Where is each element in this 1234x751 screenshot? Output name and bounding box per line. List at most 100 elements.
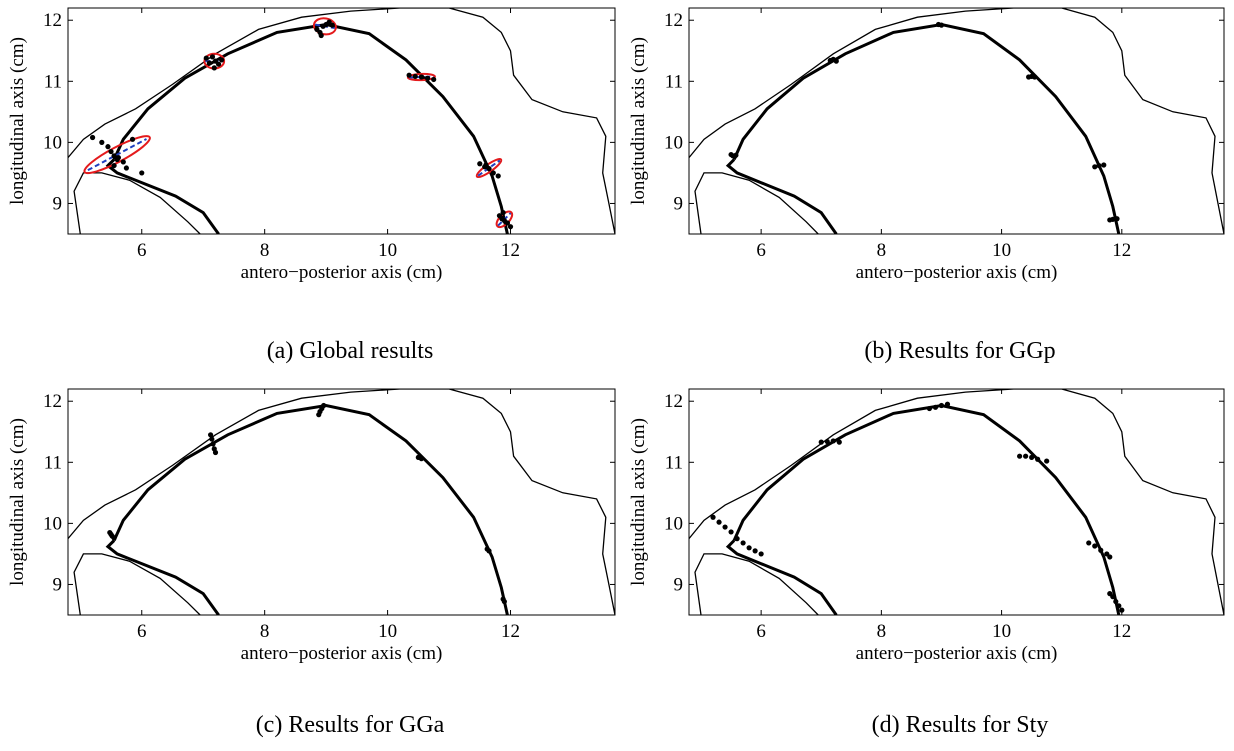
- y-tick-label: 9: [53, 193, 63, 214]
- x-tick-label: 6: [137, 621, 147, 642]
- caption-a: (a) Global results: [266, 338, 434, 364]
- panel-c: 6 8 10 12 9 10 11 12 antero−posterior axis (cm) l…: [7, 388, 616, 664]
- data-point: [418, 456, 424, 462]
- x-tick-label: 12: [1112, 621, 1131, 642]
- data-point: [824, 438, 830, 445]
- y-axis-label: longitudinal axis (cm): [628, 37, 649, 205]
- mandible-contour: [694, 553, 819, 615]
- x-tick-label: 6: [137, 240, 147, 261]
- x-tick-label: 6: [756, 621, 766, 642]
- data-point: [418, 74, 424, 80]
- mandible-contour: [73, 172, 201, 234]
- data-point: [1029, 454, 1035, 461]
- palate-contour: [68, 389, 615, 615]
- data-point: [1107, 554, 1113, 560]
- data-point: [501, 598, 507, 605]
- mandible-contour: [694, 172, 819, 234]
- data-point: [734, 536, 740, 542]
- data-point: [115, 155, 121, 161]
- data-point: [99, 139, 105, 145]
- data-point: [495, 173, 501, 179]
- y-tick-label: 12: [664, 10, 683, 31]
- y-tick-label: 10: [43, 513, 62, 534]
- x-axis-label: antero−posterior axis (cm): [856, 262, 1058, 283]
- x-tick-label: 12: [1112, 240, 1131, 261]
- data-point: [477, 161, 483, 167]
- x-tick-label: 10: [992, 621, 1011, 642]
- data-point: [321, 402, 327, 409]
- data-point: [424, 75, 431, 81]
- data-point: [406, 72, 412, 78]
- data-point: [123, 165, 129, 171]
- x-tick-label: 8: [877, 240, 887, 261]
- data-point: [1032, 74, 1038, 80]
- x-tick-label: 12: [501, 240, 520, 261]
- data-point: [318, 32, 324, 39]
- x-tick-label: 10: [378, 240, 397, 261]
- data-point: [1110, 594, 1116, 600]
- data-point: [486, 166, 492, 172]
- data-point: [483, 162, 489, 168]
- panel-d: 6 8 10 12 9 10 11 12 antero−posterior axis (cm) l…: [628, 388, 1225, 664]
- x-axis-label: antero−posterior axis (cm): [856, 643, 1058, 664]
- confidence-ellipse: [83, 135, 151, 175]
- data-point: [1017, 453, 1023, 459]
- tongue-tail-contour: [725, 539, 838, 615]
- data-point: [733, 152, 739, 158]
- regression-line: [477, 159, 501, 177]
- data-point: [412, 73, 418, 80]
- data-point: [111, 153, 117, 159]
- tongue-contour: [112, 22, 509, 234]
- x-tick-label: 8: [260, 240, 270, 261]
- data-point: [89, 134, 96, 141]
- y-tick-label: 11: [44, 452, 62, 473]
- data-point: [758, 551, 764, 557]
- data-point: [111, 162, 117, 169]
- data-point: [932, 404, 939, 410]
- data-point: [507, 224, 514, 230]
- data-point: [211, 65, 217, 71]
- axes-frame: [67, 7, 616, 235]
- tongue-tail-contour: [725, 158, 838, 234]
- mandible-contour: [73, 553, 201, 615]
- data-point: [1101, 162, 1107, 168]
- plot-area: [689, 389, 1224, 615]
- axes-frame: [67, 388, 616, 616]
- data-point: [209, 54, 216, 60]
- data-point: [938, 22, 945, 28]
- data-point: [926, 405, 933, 412]
- y-tick-label: 11: [665, 452, 683, 473]
- data-point: [215, 61, 222, 67]
- caption-b: (b) Results for GGp: [864, 338, 1056, 364]
- axes-frame: [688, 7, 1225, 235]
- data-point: [1096, 162, 1102, 169]
- data-point: [111, 535, 117, 541]
- data-point: [944, 401, 951, 407]
- y-tick-label: 9: [674, 193, 684, 214]
- data-point: [1023, 453, 1029, 459]
- y-tick-label: 12: [664, 391, 683, 412]
- y-axis-label: longitudinal axis (cm): [628, 418, 649, 586]
- panel-b: 6 8 10 12 9 10 11 12 antero−posterior axis (cm) l…: [628, 7, 1225, 283]
- data-point: [431, 76, 437, 83]
- data-point: [500, 210, 506, 216]
- data-point: [833, 58, 839, 64]
- data-point: [212, 449, 219, 456]
- x-axis-label: antero−posterior axis (cm): [241, 262, 443, 283]
- regression-line: [87, 138, 147, 172]
- tongue-contour: [732, 22, 1121, 234]
- x-axis-label: antero−posterior axis (cm): [241, 643, 443, 664]
- data-point: [1098, 547, 1104, 553]
- data-point: [120, 159, 126, 165]
- data-point: [1092, 543, 1098, 549]
- data-point: [210, 441, 216, 447]
- y-tick-label: 11: [665, 71, 683, 92]
- data-point: [710, 514, 716, 520]
- data-point: [752, 548, 758, 554]
- y-tick-label: 10: [664, 513, 683, 534]
- y-tick-label: 9: [674, 574, 684, 595]
- caption-c: (c) Results for GGa: [255, 712, 445, 738]
- palate-contour: [68, 8, 615, 234]
- x-tick-label: 10: [378, 621, 397, 642]
